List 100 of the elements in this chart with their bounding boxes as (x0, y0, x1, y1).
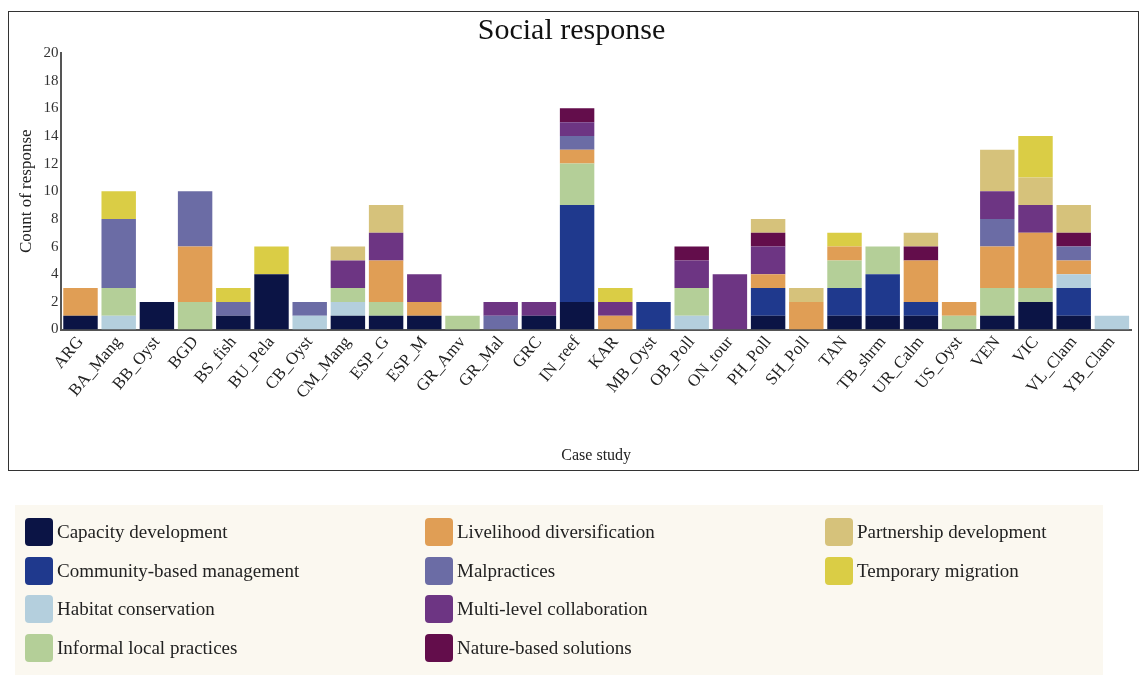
bar (636, 301, 671, 330)
bar (789, 288, 824, 302)
bar (750, 232, 786, 247)
bar (1056, 288, 1091, 316)
bar (368, 205, 404, 233)
bar (865, 315, 900, 330)
y-tick-label: 4 (50, 265, 59, 282)
bar (903, 232, 939, 247)
bar (789, 301, 824, 330)
bar (407, 315, 442, 330)
bar (598, 288, 633, 302)
bar (254, 274, 289, 330)
y-tick-label: 12 (43, 154, 59, 171)
bar (483, 315, 518, 330)
bar (254, 246, 289, 275)
legend-label: Informal local practices (57, 636, 238, 659)
bar (330, 288, 366, 302)
bar (1056, 274, 1091, 289)
bar (1056, 246, 1091, 261)
bar (827, 288, 862, 316)
bar (292, 301, 327, 316)
bar (865, 246, 900, 275)
bar (63, 315, 98, 330)
bar (827, 260, 862, 289)
bar (750, 274, 786, 289)
bar (750, 246, 786, 275)
bar (1094, 315, 1130, 330)
bar (445, 315, 480, 330)
y-tick-label: 18 (43, 71, 59, 88)
bar (827, 232, 862, 247)
bar (1018, 177, 1053, 206)
bar (292, 315, 327, 330)
legend-label: Malpractices (457, 559, 556, 582)
bar (1018, 135, 1053, 178)
bar (980, 218, 1015, 247)
legend-label: Community-based management (57, 559, 300, 582)
legend-label: Multi-level collaboration (457, 598, 648, 621)
bar (407, 301, 442, 316)
bar (674, 288, 709, 316)
bar (750, 315, 786, 330)
bar (559, 149, 595, 164)
bar (101, 191, 136, 219)
bar (980, 191, 1015, 219)
bar (941, 315, 977, 330)
bar (559, 301, 595, 330)
bar (1018, 232, 1053, 289)
bar (63, 288, 98, 316)
bar (674, 315, 709, 330)
x-axis-title: Case study (561, 445, 632, 464)
bar (330, 246, 366, 261)
bar (559, 135, 595, 150)
y-tick-label: 6 (50, 237, 59, 254)
bar (1056, 315, 1091, 330)
bar (177, 191, 213, 247)
bar (216, 288, 251, 302)
bar (177, 301, 213, 330)
bar (598, 315, 633, 330)
bar (941, 301, 977, 316)
bar (559, 205, 595, 302)
bar (980, 149, 1015, 192)
bar (559, 108, 595, 123)
legend-label: Capacity development (57, 521, 228, 544)
bar (559, 122, 595, 136)
bar (1018, 288, 1053, 302)
bar (827, 315, 862, 330)
bar (368, 260, 404, 302)
legend-label: Habitat conservation (57, 598, 215, 621)
bar (1018, 301, 1053, 330)
bar (101, 218, 136, 289)
bar (521, 301, 557, 316)
bar (559, 163, 595, 206)
bar (903, 246, 939, 261)
bar (827, 246, 862, 261)
legend-label: Partnership development (857, 521, 1047, 544)
bar (1018, 205, 1053, 233)
bar (674, 246, 709, 261)
bar (903, 315, 939, 330)
bar (1056, 232, 1091, 247)
y-tick-label: 16 (43, 99, 59, 116)
bar (368, 301, 404, 316)
y-tick-label: 20 (43, 43, 59, 60)
bar (407, 274, 442, 302)
bar (750, 288, 786, 316)
y-tick-label: 8 (50, 209, 59, 226)
bar (101, 288, 136, 316)
bar (368, 315, 404, 330)
y-tick-label: 14 (43, 126, 59, 143)
bar (216, 301, 251, 316)
bar (139, 301, 175, 330)
legend-label: Temporary migration (857, 559, 1019, 582)
bar (712, 274, 748, 330)
y-tick-label: 0 (50, 320, 59, 337)
bar (177, 246, 213, 302)
legend-label: Nature-based solutions (457, 636, 632, 659)
bar (674, 260, 709, 289)
y-tick-label: 2 (50, 292, 59, 309)
bar (980, 315, 1015, 330)
chart-title: Social response (477, 11, 666, 45)
y-axis-title: Count of response (15, 129, 35, 254)
bar (750, 218, 786, 233)
